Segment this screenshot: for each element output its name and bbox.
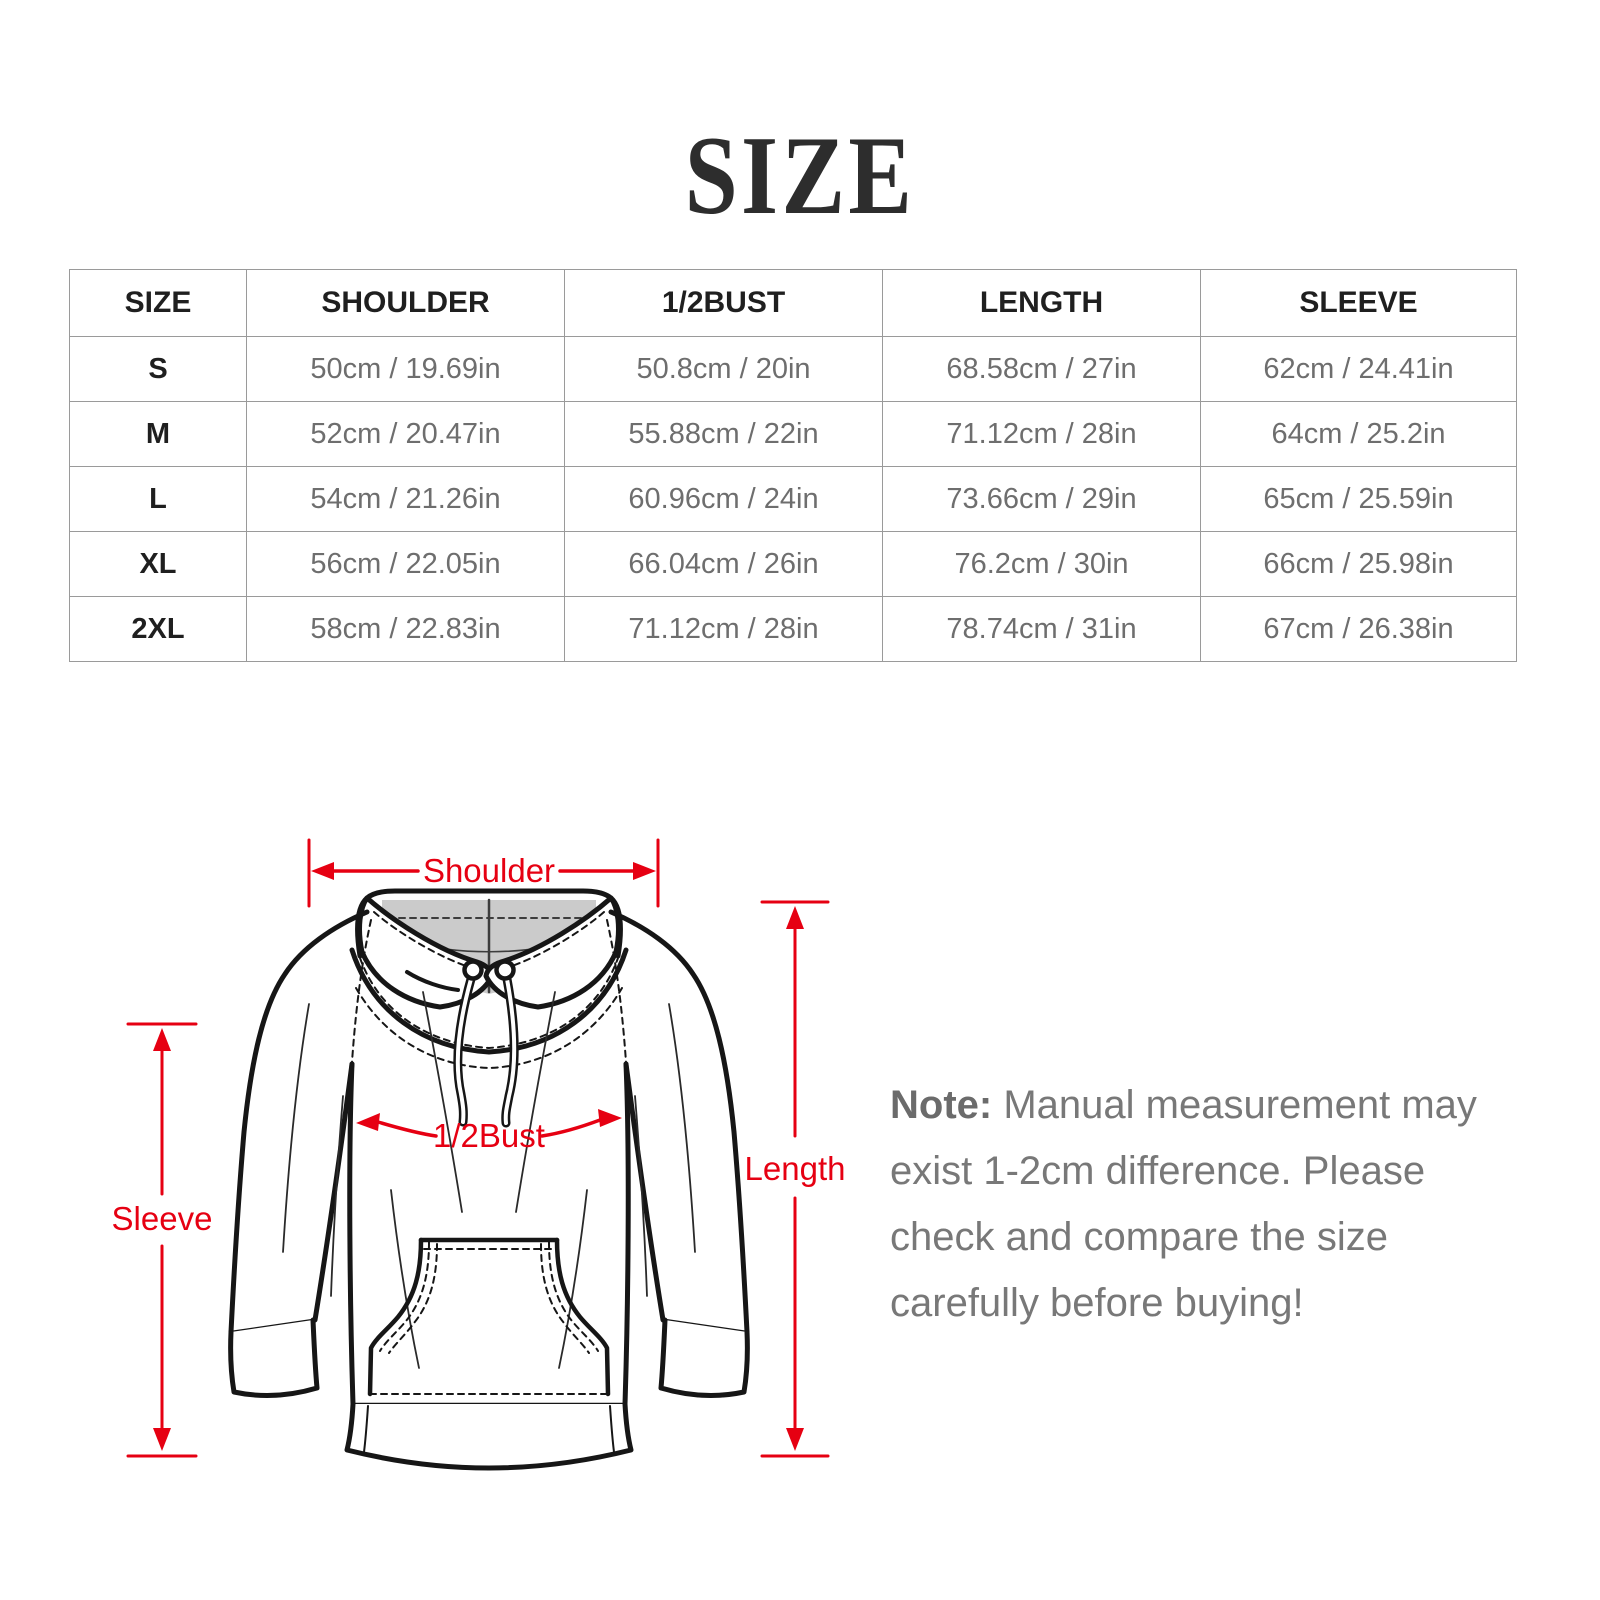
kangaroo-pocket (367, 1237, 611, 1397)
eyelet-icon (462, 959, 484, 981)
measurement-cell: 55.88cm / 22in (564, 401, 883, 467)
measurement-cell: 66.04cm / 26in (564, 531, 883, 597)
column-header: SHOULDER (246, 269, 565, 337)
measurement-cell: 64cm / 25.2in (1200, 401, 1517, 467)
measurement-cell: 52cm / 20.47in (246, 401, 565, 467)
note-line: carefully before buying! (890, 1281, 1304, 1325)
size-label-cell: M (69, 401, 247, 467)
note-line: check and compare the size (890, 1215, 1389, 1259)
measurement-cell: 71.12cm / 28in (564, 596, 883, 662)
measurement-cell: 60.96cm / 24in (564, 466, 883, 532)
size-label-cell: L (69, 466, 247, 532)
measurement-cell: 67cm / 26.38in (1200, 596, 1517, 662)
measurement-cell: 78.74cm / 31in (882, 596, 1201, 662)
table-row: 2XL 58cm / 22.83in 71.12cm / 28in 78.74c… (69, 596, 1517, 662)
hood-outline (349, 888, 629, 1069)
table-row: XL 56cm / 22.05in 66.04cm / 26in 76.2cm … (69, 531, 1517, 597)
size-label-cell: XL (69, 531, 247, 597)
sleeve-dimension-arrow: Sleeve (112, 1022, 213, 1458)
note-line: exist 1-2cm difference. Please (890, 1149, 1426, 1193)
measurement-cell: 50.8cm / 20in (564, 336, 883, 402)
size-table: SIZE SHOULDER 1/2BUST LENGTH SLEEVE S 50… (69, 269, 1517, 662)
hoodie-measurement-diagram: Shoulder Length Sleeve 1/2Bust (112, 838, 846, 1471)
drawstrings (453, 959, 519, 1128)
measurement-cell: 56cm / 22.05in (246, 531, 565, 597)
shoulder-label: Shoulder (423, 852, 555, 889)
measurement-cell: 71.12cm / 28in (882, 401, 1201, 467)
table-row: L 54cm / 21.26in 60.96cm / 24in 73.66cm … (69, 466, 1517, 532)
column-header: SIZE (69, 269, 247, 337)
shoulder-dimension-arrow: Shoulder (307, 838, 660, 908)
table-row: M 52cm / 20.47in 55.88cm / 22in 71.12cm … (69, 401, 1517, 467)
size-label-cell: 2XL (69, 596, 247, 662)
bust-dimension-arrow: 1/2Bust (356, 1109, 622, 1154)
column-header: SLEEVE (1200, 269, 1517, 337)
measurement-cell: 73.66cm / 29in (882, 466, 1201, 532)
eyelet-icon (494, 959, 516, 981)
measurement-cell: 50cm / 19.69in (246, 336, 565, 402)
page-title: SIZE (684, 114, 916, 238)
length-dimension-arrow: Length (745, 900, 846, 1458)
table-row: S 50cm / 19.69in 50.8cm / 20in 68.58cm /… (69, 336, 1517, 402)
length-label: Length (745, 1150, 846, 1187)
note-line: Note: Manual measurement may (890, 1072, 1490, 1138)
column-header: 1/2BUST (564, 269, 883, 337)
measurement-cell: 62cm / 24.41in (1200, 336, 1517, 402)
measurement-cell: 68.58cm / 27in (882, 336, 1201, 402)
size-label-cell: S (69, 336, 247, 402)
measurement-cell: 76.2cm / 30in (882, 531, 1201, 597)
crease-lines (282, 991, 696, 1369)
sleeve-label: Sleeve (112, 1200, 213, 1237)
measurement-cell: 65cm / 25.59in (1200, 466, 1517, 532)
measurement-cell: 66cm / 25.98in (1200, 531, 1517, 597)
column-header: LENGTH (882, 269, 1201, 337)
half-bust-label: 1/2Bust (433, 1117, 545, 1154)
note-line-text: Manual measurement may (1003, 1083, 1477, 1127)
table-header-row: SIZE SHOULDER 1/2BUST LENGTH SLEEVE (69, 269, 1517, 337)
hoodie-body (228, 909, 750, 1471)
measurement-cell: 58cm / 22.83in (246, 596, 565, 662)
measurement-cell: 54cm / 21.26in (246, 466, 565, 532)
note-label: Note: (890, 1083, 993, 1127)
note-text: Note: Manual measurement may exist 1-2cm… (890, 1072, 1490, 1336)
